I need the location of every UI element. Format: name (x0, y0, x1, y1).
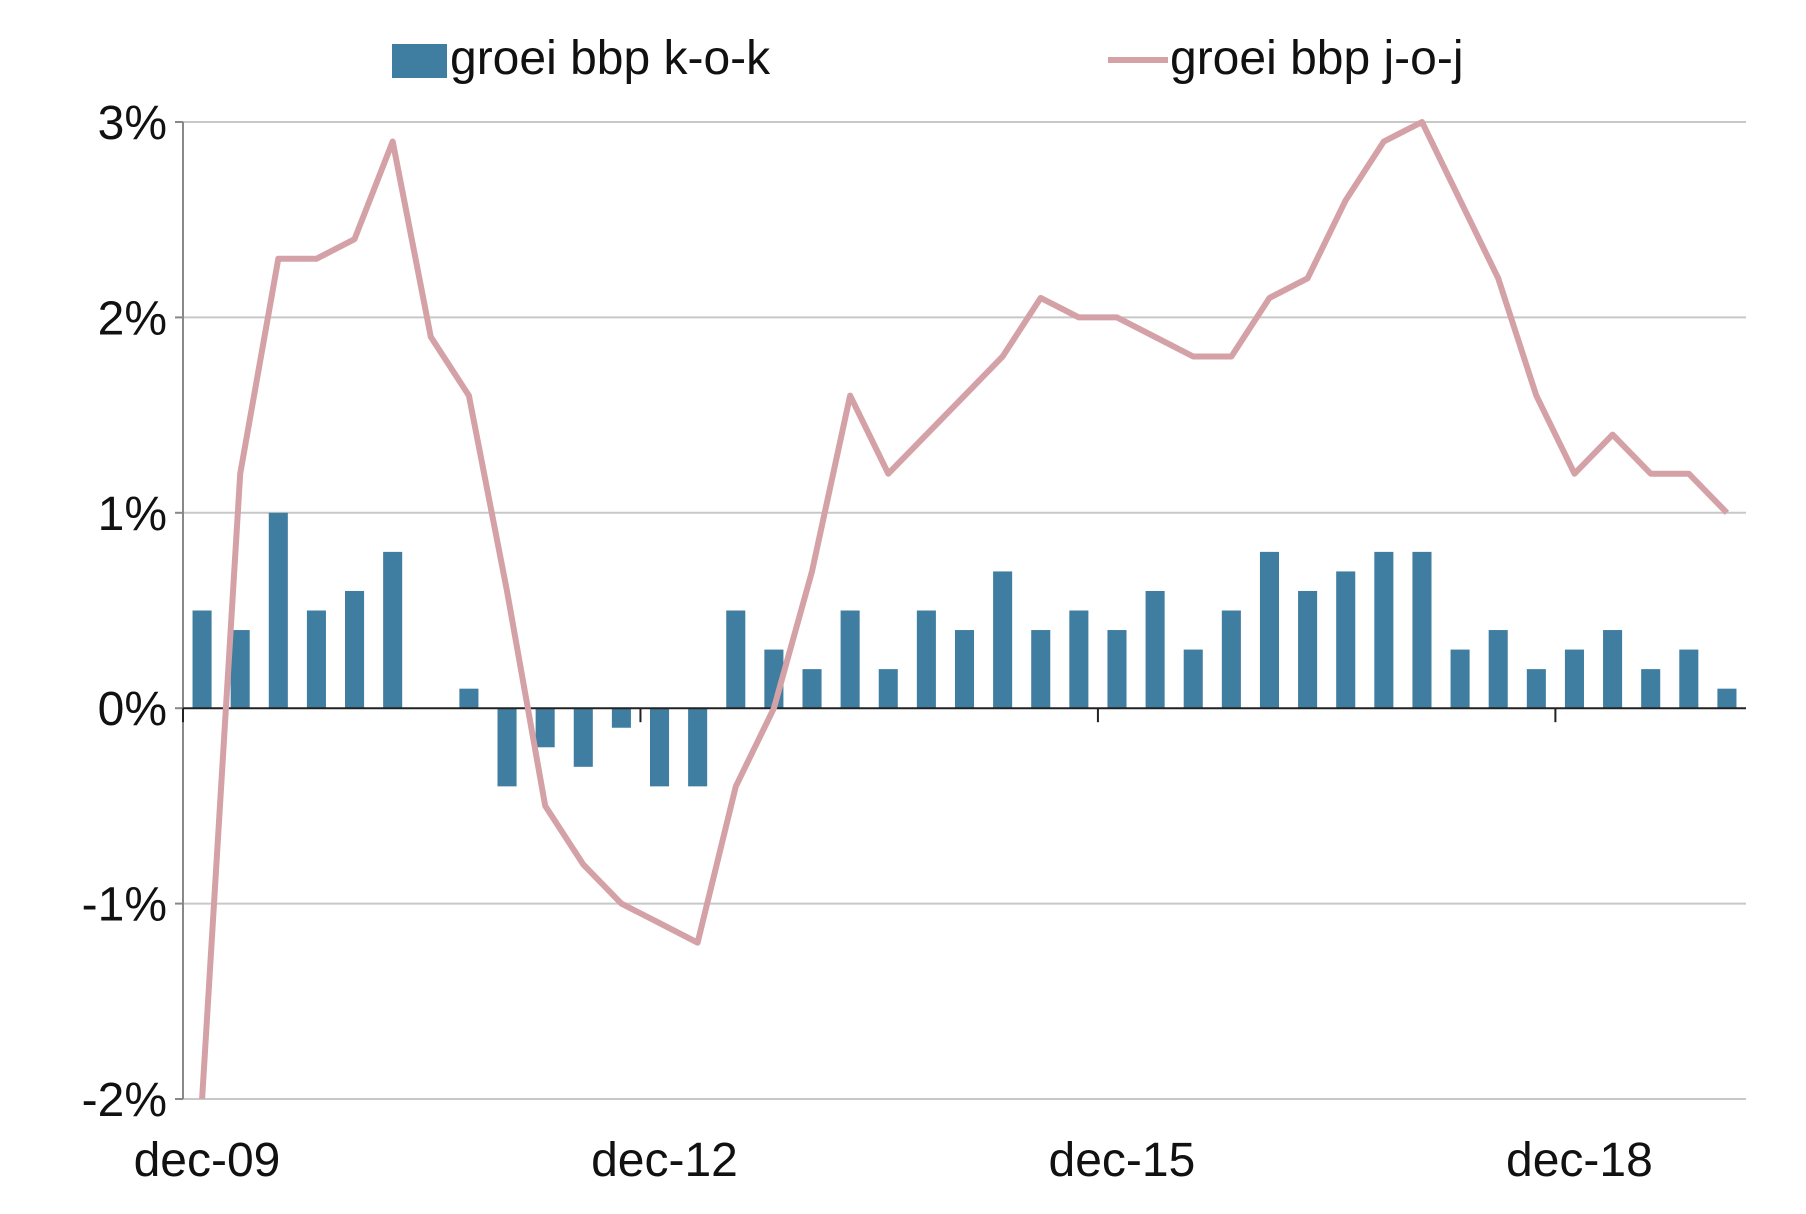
y-tick-label: 0% (98, 683, 167, 736)
bar (993, 571, 1013, 709)
x-tick-label: dec-12 (591, 1134, 738, 1187)
bar (1679, 649, 1699, 709)
bar (688, 708, 708, 787)
bar (916, 610, 936, 709)
bar (611, 708, 631, 728)
bar (802, 669, 822, 709)
bar (1183, 649, 1203, 709)
bar (1031, 630, 1051, 709)
bar (268, 512, 288, 709)
x-tick-label: dec-09 (134, 1134, 281, 1187)
bar (1145, 590, 1165, 709)
bar (1564, 649, 1584, 709)
bar (1603, 630, 1623, 709)
y-tick-label: 2% (98, 292, 167, 345)
series-line (199, 119, 1730, 1100)
bar (230, 630, 250, 709)
bar (345, 590, 365, 709)
y-tick-label: 1% (98, 488, 167, 541)
legend-label-line: groei bbp j-o-j (1170, 32, 1463, 85)
bar (1450, 649, 1470, 709)
bar (192, 610, 212, 709)
bar (535, 708, 555, 748)
y-tick-label: 3% (98, 97, 167, 150)
bar (1298, 590, 1318, 709)
bar (1221, 610, 1241, 709)
bar (1107, 630, 1127, 709)
bar (840, 610, 860, 709)
bar (1717, 688, 1737, 709)
tick-labels: -2% -1% 0% 1% 2% 3% dec-09 dec-12 dec-15 dec-18 (82, 97, 1653, 1187)
bar (954, 630, 975, 709)
bar (878, 669, 898, 709)
legend-swatch-bar (392, 44, 447, 78)
axes (175, 121, 1746, 1100)
bar (1374, 551, 1394, 709)
bar (1412, 551, 1432, 709)
bar (383, 551, 403, 709)
bar (1069, 610, 1089, 709)
bar (1526, 669, 1546, 709)
bar (306, 610, 326, 709)
bar (649, 708, 670, 787)
bar (459, 688, 479, 709)
bar (1259, 551, 1280, 709)
legend: groei bbp k-o-k groei bbp j-o-j (392, 32, 1463, 85)
bar (1641, 669, 1661, 709)
x-tick-label: dec-15 (1049, 1134, 1196, 1187)
bar (573, 708, 593, 767)
y-tick-label: -1% (82, 879, 167, 932)
bar (1488, 630, 1508, 709)
legend-label-bar: groei bbp k-o-k (450, 32, 771, 85)
y-tick-label: -2% (82, 1074, 167, 1127)
bar-series (192, 512, 1737, 787)
x-tick-label: dec-18 (1506, 1134, 1653, 1187)
bar (1336, 571, 1356, 709)
bar (726, 610, 746, 709)
gridlines (183, 121, 1746, 1100)
bar (497, 708, 517, 787)
line-series (199, 119, 1730, 1100)
